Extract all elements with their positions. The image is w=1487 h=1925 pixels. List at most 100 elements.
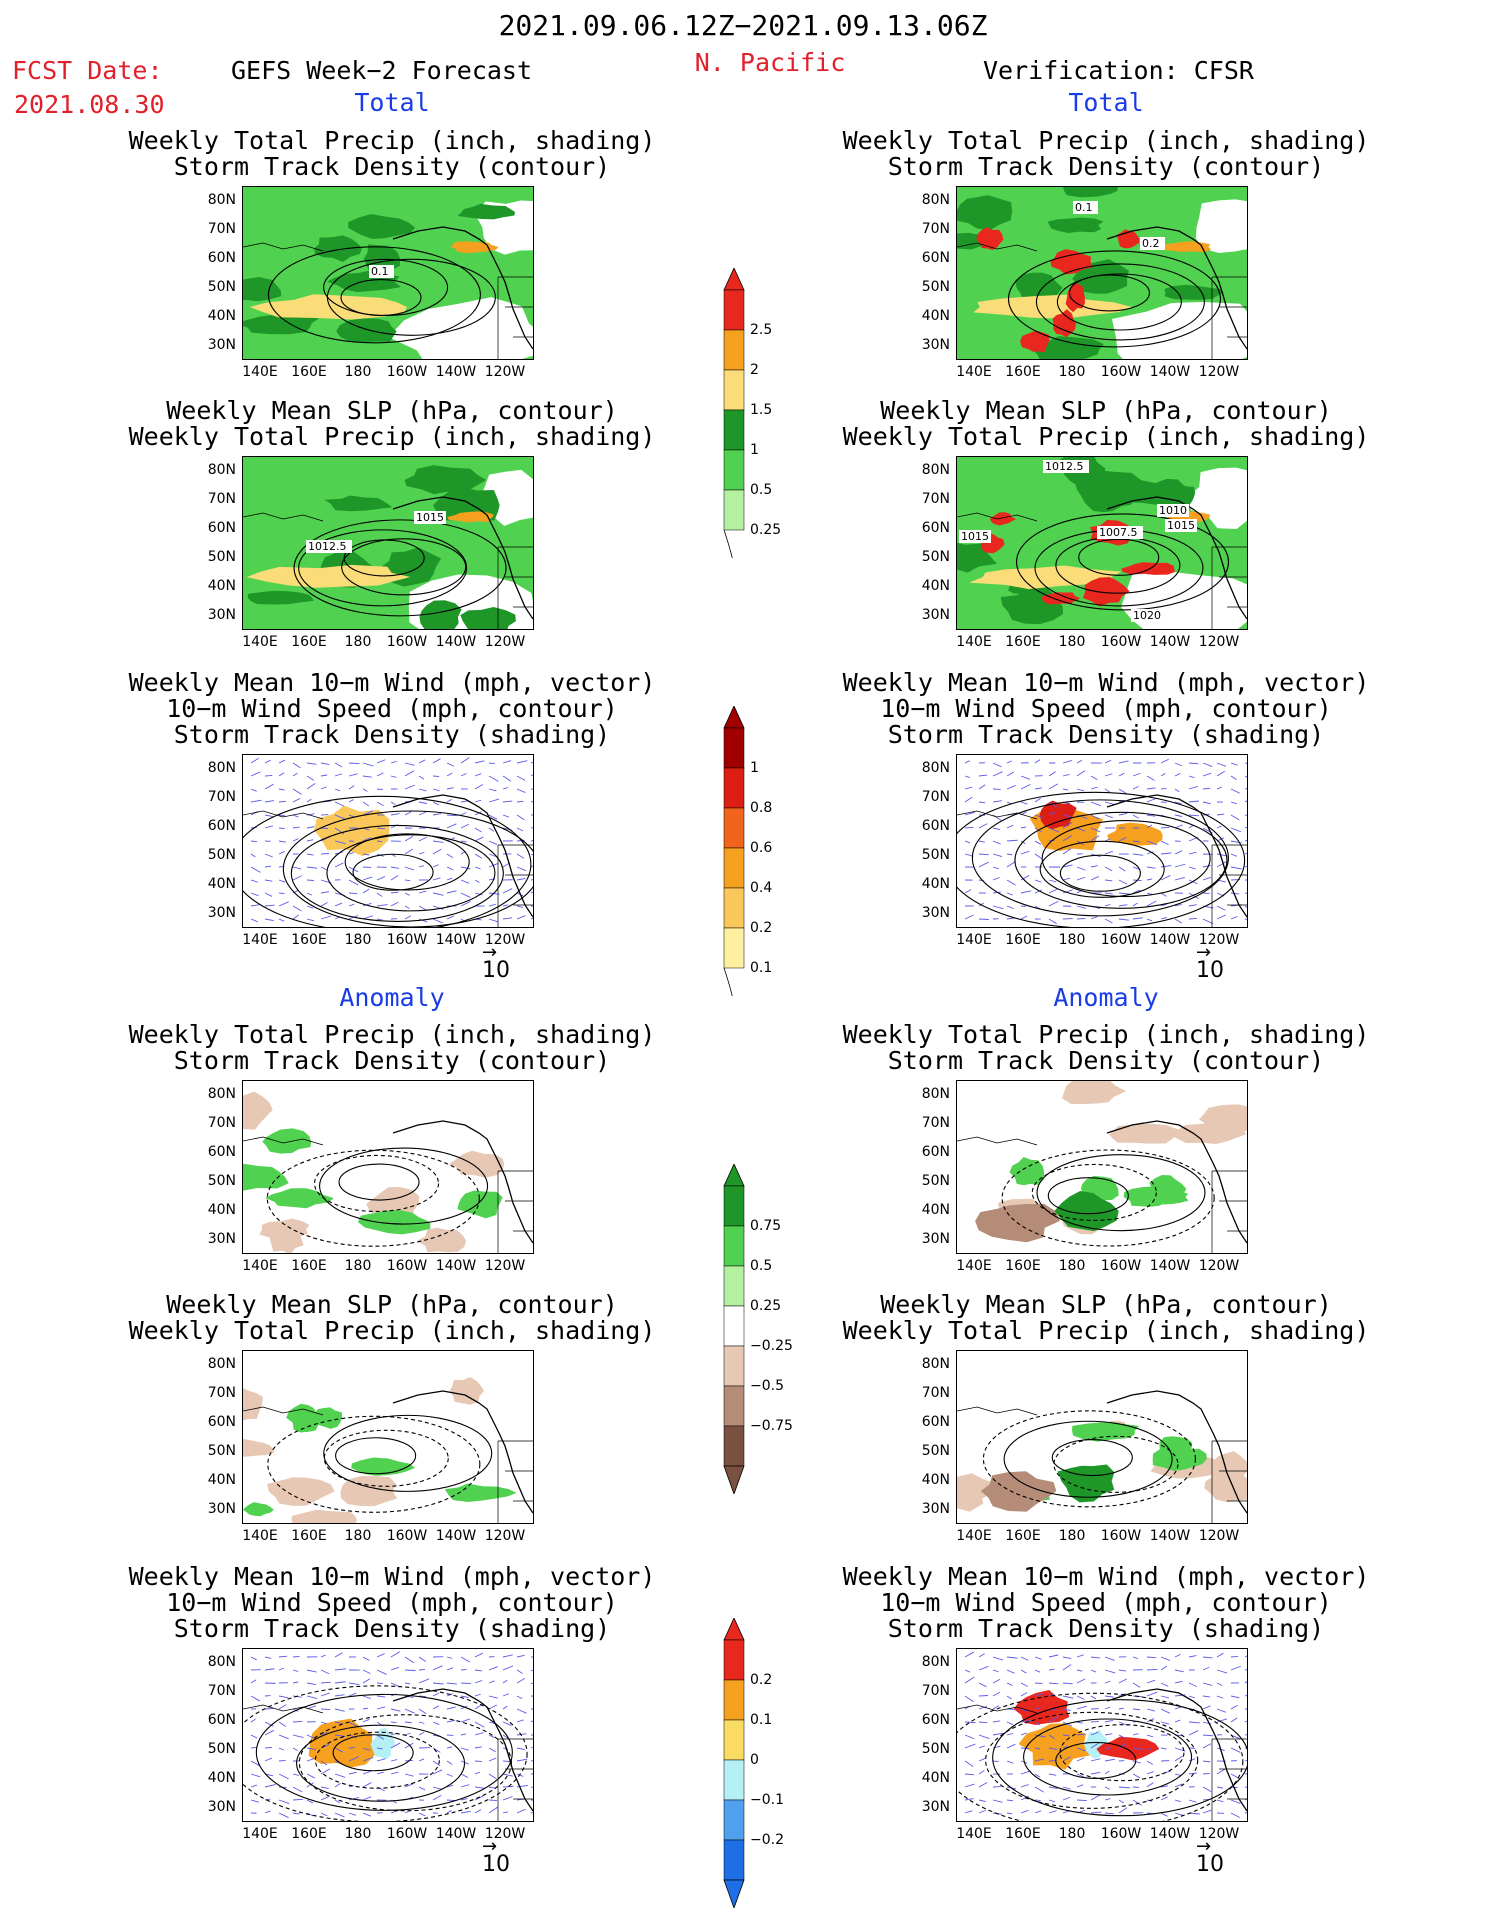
wet-anomaly	[351, 1457, 416, 1476]
colorbar-segment	[723, 1225, 745, 1267]
lat-50n: 50N	[207, 847, 236, 863]
coastline-asia	[957, 1136, 1038, 1146]
storm-anomaly-max-2	[1096, 1736, 1160, 1761]
lon-160e: 160E	[1005, 634, 1041, 650]
borders	[1211, 1738, 1247, 1821]
lat-50n: 50N	[207, 279, 236, 295]
coastline-asia	[957, 242, 1038, 252]
coastline	[1106, 794, 1247, 918]
colorbar-tail	[723, 967, 733, 996]
precip-area-1	[313, 235, 362, 262]
panel-title-line: Storm Track Density (contour)	[173, 152, 611, 181]
contour	[1041, 820, 1211, 898]
lon-160w: 160W	[386, 1826, 428, 1842]
wind-vectors	[250, 1651, 533, 1819]
colorbar-label: 0	[750, 1752, 759, 1768]
colorbar-segment	[723, 1265, 745, 1307]
contour-label: 1012.5	[308, 540, 347, 553]
lat-60n: 60N	[207, 818, 236, 834]
lat-30n: 30N	[921, 905, 950, 921]
map-graphic	[243, 757, 533, 927]
precip-area-1	[419, 600, 462, 629]
colorbar-label: 0.1	[750, 960, 773, 976]
lat-30n: 30N	[921, 337, 950, 353]
contour	[1059, 854, 1141, 892]
contour	[982, 1410, 1196, 1508]
lon-160w: 160W	[1100, 1528, 1142, 1544]
lon-180: 180	[1058, 932, 1086, 948]
panel-title-line: Storm Track Density (shading)	[887, 720, 1325, 749]
lon-140e: 140E	[242, 932, 278, 948]
lon-180: 180	[344, 1258, 372, 1274]
colorbar-segment	[723, 1759, 745, 1801]
panel-title: Weekly Mean SLP (hPa, contour) Weekly Tot…	[129, 398, 656, 450]
colorbar-segment	[723, 727, 745, 769]
borders	[497, 546, 533, 629]
lon-160e: 160E	[1005, 364, 1041, 380]
vector-reference-value: 10	[482, 958, 510, 983]
contour-label-bg	[1131, 609, 1163, 622]
precip-area-1	[1152, 478, 1195, 508]
vector-reference: → 10	[482, 944, 510, 984]
lat-30n: 30N	[921, 1799, 950, 1815]
colorbar-label: 0.25	[750, 522, 782, 538]
contour	[1014, 811, 1228, 909]
lon-120w: 120W	[484, 1528, 526, 1544]
colorbar-segment	[723, 1799, 745, 1841]
lon-160e: 160E	[1005, 932, 1041, 948]
lon-160w: 160W	[1100, 634, 1142, 650]
coastline	[1106, 496, 1247, 620]
lon-160e: 160E	[1005, 1826, 1041, 1842]
colorbar-precip-total	[723, 268, 745, 558]
section-total-right: Total	[1068, 88, 1144, 117]
lon-140w: 140W	[435, 1528, 477, 1544]
panel-title-line: Weekly Total Precip (inch, shading)	[842, 1020, 1370, 1049]
contour	[1056, 273, 1182, 331]
colorbar-bottom-arrow	[723, 1879, 745, 1908]
precip-max	[1082, 577, 1130, 607]
precip-area-1	[1164, 284, 1224, 300]
lon-140w: 140W	[1149, 1258, 1191, 1274]
precip-area-1	[1032, 336, 1104, 359]
lon-140e: 140E	[956, 634, 992, 650]
precip-max	[976, 227, 1004, 250]
lat-70n: 70N	[921, 221, 950, 237]
panel-title: Weekly Total Precip (inch, shading) Storm…	[129, 1022, 656, 1074]
coastline-asia	[243, 242, 324, 252]
map-graphic	[957, 1651, 1247, 1821]
colorbar-segment	[723, 369, 745, 411]
wind-vectors	[964, 1651, 1247, 1818]
vector-arrow-icon: →	[1196, 1836, 1212, 1857]
map-graphic	[957, 1390, 1247, 1523]
precip-area-1	[457, 203, 515, 220]
dry-anomaly	[243, 1091, 273, 1130]
panel-title-line: Weekly Mean SLP (hPa, contour)	[166, 1290, 618, 1319]
lon-140w: 140W	[435, 364, 477, 380]
contour	[326, 258, 496, 336]
lat-30n: 30N	[207, 607, 236, 623]
map-graphic: 0.1	[243, 187, 533, 359]
right-column-title: Verification: CFSR	[983, 56, 1254, 85]
panel-title: Weekly Total Precip (inch, shading) Storm…	[843, 128, 1370, 180]
colorbar-segment	[723, 1425, 745, 1467]
lon-140w: 140W	[1149, 1528, 1191, 1544]
precip-band	[246, 564, 411, 588]
map-panel	[956, 1350, 1248, 1524]
map-panel	[242, 1080, 534, 1254]
colorbar-bottom-arrow	[723, 1465, 745, 1494]
precip-max	[989, 512, 1017, 526]
contour	[298, 529, 468, 607]
dry-anomaly	[1211, 1451, 1247, 1483]
lat-40n: 40N	[921, 308, 950, 324]
coastline-asia	[243, 1704, 324, 1714]
lon-160e: 160E	[291, 932, 327, 948]
map-panel	[956, 1080, 1248, 1254]
colorbar-segment	[723, 1385, 745, 1427]
contour	[243, 1685, 528, 1821]
precip-area-1	[324, 495, 393, 512]
contour-label-bg	[1043, 460, 1089, 473]
contour	[985, 1711, 1199, 1809]
lon-140e: 140E	[242, 1528, 278, 1544]
colorbar-label: −0.2	[750, 1832, 784, 1848]
colorbar-precip-anomaly	[723, 1164, 745, 1494]
